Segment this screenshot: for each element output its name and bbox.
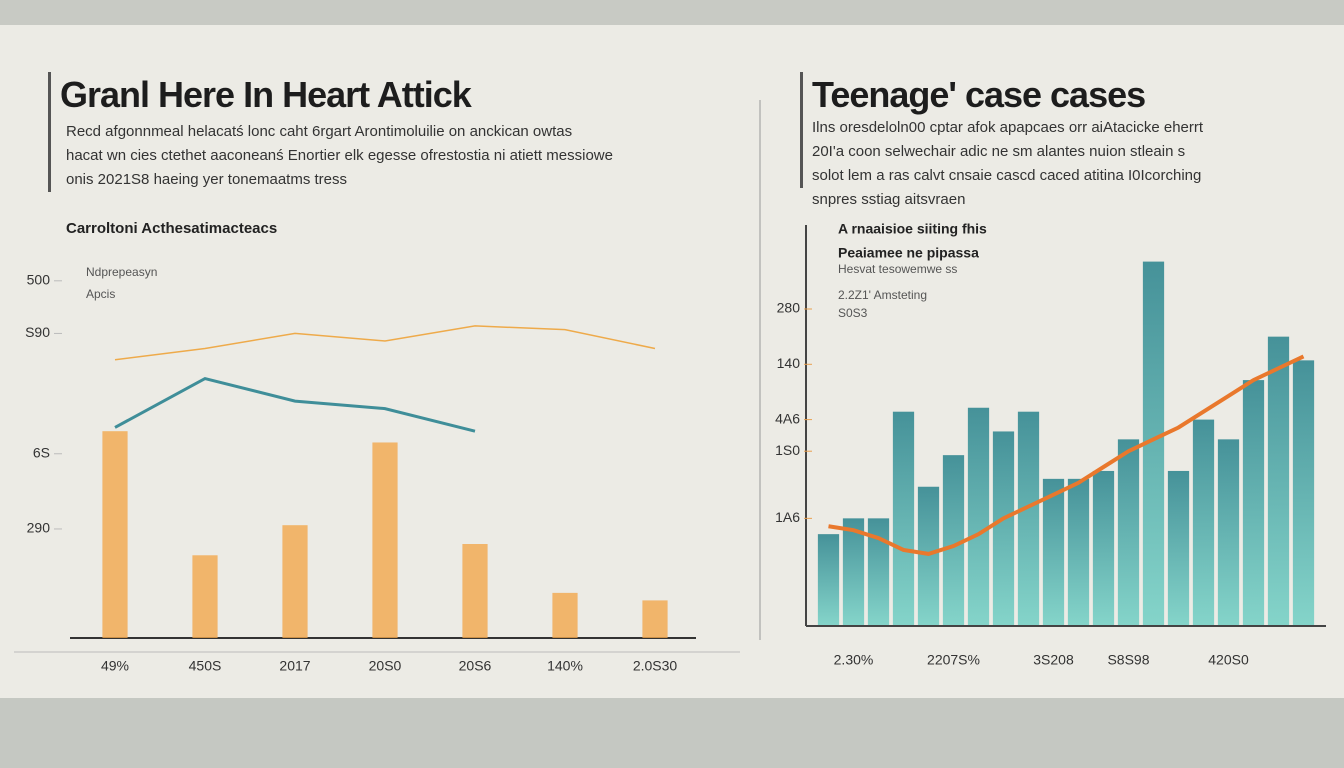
y-tick-label: 280 — [777, 300, 801, 316]
bar — [552, 592, 578, 638]
bar — [867, 518, 890, 625]
x-tick-label: 140% — [547, 658, 583, 674]
bar — [817, 534, 840, 625]
rule — [48, 72, 51, 192]
x-tick-label: 2.30% — [834, 652, 874, 668]
rule — [800, 72, 803, 188]
y-tick-label: S90 — [25, 324, 50, 340]
bar — [1017, 411, 1040, 625]
heading: Teenage' case cases — [812, 74, 1146, 115]
bar — [1217, 439, 1240, 625]
y-tick-label: 6S — [33, 444, 50, 460]
bar — [1067, 478, 1090, 625]
heading: Granl Here In Heart Attick — [60, 74, 472, 115]
bar — [282, 525, 308, 638]
x-tick-label: 2207S% — [927, 652, 980, 668]
x-tick-label: 20S6 — [459, 658, 492, 674]
annotation: 2.2Z1' Amsteting — [838, 288, 927, 302]
annotation: S0S3 — [838, 306, 868, 320]
description-line: onis 2021S8 haeing yer tonemaatms tress — [66, 171, 347, 188]
bar — [192, 555, 218, 638]
x-tick-label: 420S0 — [1208, 652, 1249, 668]
bar — [1042, 478, 1065, 625]
bar — [1117, 439, 1140, 625]
y-tick-label: 290 — [27, 520, 51, 536]
top-band — [0, 0, 1344, 25]
bar — [372, 442, 398, 638]
line — [114, 325, 656, 361]
description: Ilns oresdeloln00 cptar afok apapcaes or… — [812, 116, 1203, 212]
annotation: Hesvat tesowemwe ss — [838, 262, 957, 276]
annotation: Peaiamee ne pipassa — [838, 245, 979, 261]
bar — [992, 431, 1015, 625]
bar — [1292, 360, 1315, 625]
line — [114, 376, 476, 433]
bar — [462, 544, 488, 638]
bar — [1142, 261, 1165, 625]
description-line: hacat wn cies ctethet aaconeanś Enortier… — [66, 147, 613, 164]
x-tick-label: 2017 — [279, 658, 310, 674]
chart-title: Carroltoni Acthesatimacteacs — [66, 220, 277, 237]
x-tick-label: 450S — [189, 658, 222, 674]
bar — [842, 518, 865, 625]
bottom-band — [0, 698, 1344, 768]
line — [828, 354, 1305, 556]
bar — [967, 407, 990, 625]
bar — [1167, 470, 1190, 625]
bar — [102, 431, 128, 638]
y-tick-label: 140 — [777, 355, 801, 371]
description-line: 20I'a coon selwechair adic ne sm alantes… — [812, 143, 1186, 160]
x-tick-label: 20S0 — [369, 658, 402, 674]
description-line: snpres sstiag aitsvraen — [812, 191, 966, 208]
bar — [1092, 470, 1115, 625]
bar — [1242, 380, 1265, 625]
x-tick-label: 49% — [101, 658, 129, 674]
x-tick-label: S8S98 — [1107, 652, 1149, 668]
y-tick-label: 1A6 — [775, 509, 800, 525]
legend-label: Ndprepeasyn — [86, 265, 157, 279]
x-tick-label: 3S208 — [1033, 652, 1074, 668]
description: Recd afgonnmeal helacatś lonc caht 6rgar… — [66, 120, 613, 192]
description-line: solot lem a ras calvt cnsaie cascd caced… — [812, 167, 1202, 184]
y-tick-label: 4A6 — [775, 410, 800, 426]
bar — [642, 600, 668, 638]
legend-label: Apcis — [86, 287, 115, 301]
bar — [942, 455, 965, 625]
x-tick-label: 2.0S30 — [633, 658, 678, 674]
bar — [1192, 419, 1215, 625]
y-tick-label: 500 — [27, 272, 51, 288]
y-tick-label: 1S0 — [775, 442, 800, 458]
annotation: A rnaaisioe siiting fhis — [838, 221, 987, 237]
description-line: Recd afgonnmeal helacatś lonc caht 6rgar… — [66, 123, 573, 140]
description-line: Ilns oresdeloln00 cptar afok apapcaes or… — [812, 119, 1204, 136]
bar — [892, 411, 915, 625]
bar — [1267, 336, 1290, 625]
